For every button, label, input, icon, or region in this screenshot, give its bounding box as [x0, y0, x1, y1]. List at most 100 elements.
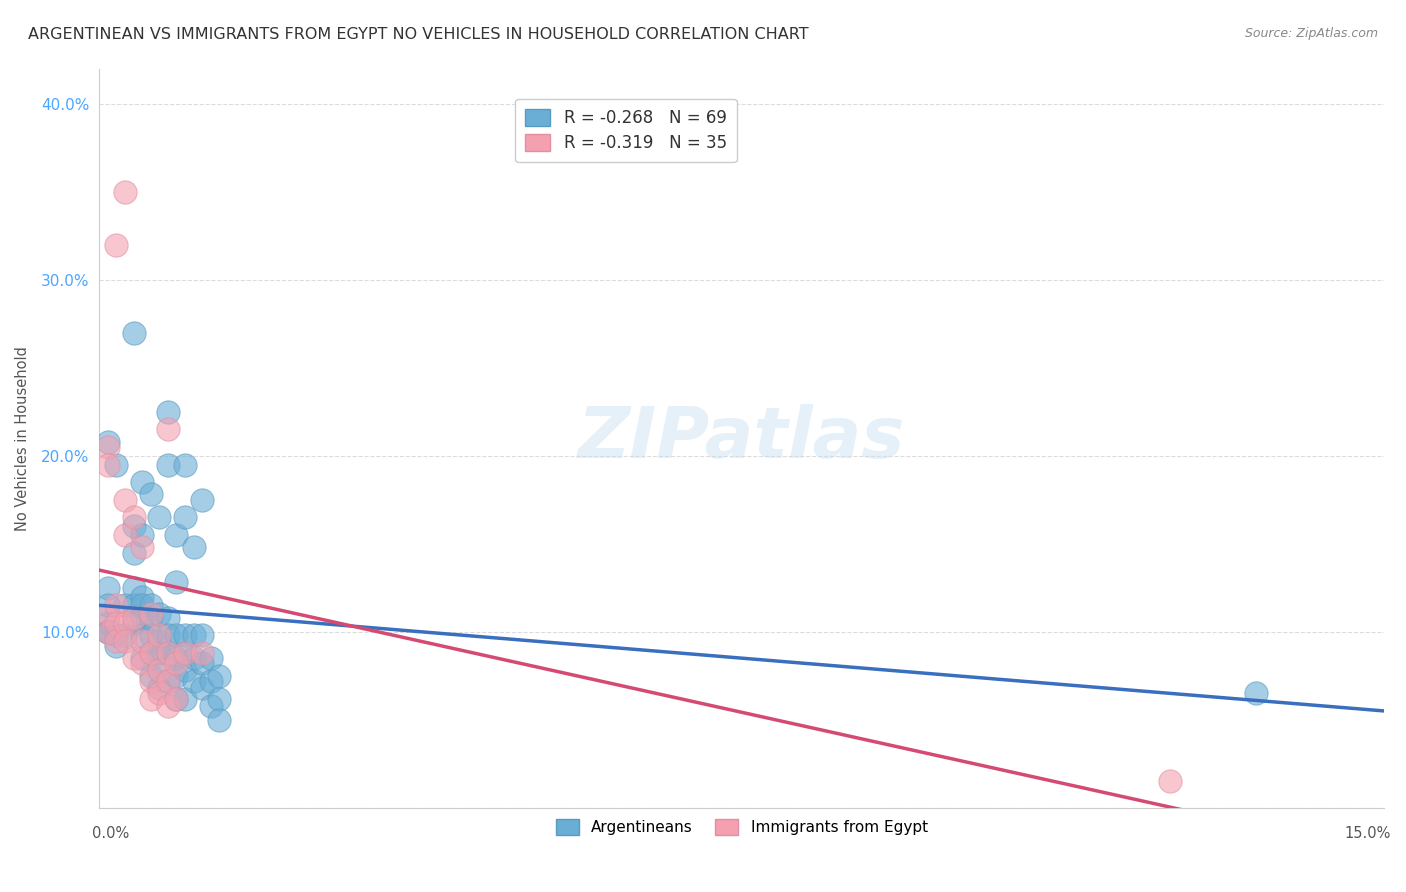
Point — [131, 657, 153, 671]
Point — [148, 646, 170, 660]
Point — [208, 691, 231, 706]
Point — [165, 691, 187, 706]
Point — [183, 651, 205, 665]
Point — [156, 458, 179, 472]
Point — [139, 599, 162, 613]
Point — [148, 664, 170, 678]
Point — [156, 673, 179, 688]
Point — [114, 633, 136, 648]
Point — [139, 646, 162, 660]
Point — [105, 639, 128, 653]
Point — [139, 669, 162, 683]
Point — [97, 458, 120, 472]
Point — [114, 599, 136, 613]
Point — [114, 492, 136, 507]
Point — [148, 686, 170, 700]
Point — [131, 599, 153, 613]
Point — [122, 599, 145, 613]
Point — [114, 628, 136, 642]
Point — [174, 691, 197, 706]
Point — [174, 646, 197, 660]
Point — [97, 624, 120, 639]
Point — [191, 681, 214, 695]
Point — [200, 673, 222, 688]
Point — [191, 628, 214, 642]
Point — [114, 528, 136, 542]
Point — [174, 664, 197, 678]
Point — [148, 681, 170, 695]
Point — [122, 545, 145, 559]
Y-axis label: No Vehicles in Household: No Vehicles in Household — [15, 346, 30, 531]
Point — [200, 651, 222, 665]
Point — [97, 607, 120, 621]
Point — [165, 669, 187, 683]
Point — [97, 624, 120, 639]
Point — [114, 185, 136, 199]
Text: 15.0%: 15.0% — [1344, 826, 1391, 841]
Point — [131, 651, 153, 665]
Point — [174, 458, 197, 472]
Point — [114, 615, 136, 630]
Point — [131, 528, 153, 542]
Text: ZIPatlas: ZIPatlas — [578, 404, 905, 473]
Point — [105, 628, 128, 642]
Point — [1244, 686, 1267, 700]
Point — [131, 541, 153, 555]
Point — [97, 434, 120, 449]
Point — [122, 651, 145, 665]
Point — [156, 610, 179, 624]
Point — [156, 646, 179, 660]
Point — [105, 458, 128, 472]
Point — [139, 691, 162, 706]
Point — [148, 633, 170, 648]
Point — [1159, 774, 1181, 789]
Point — [131, 610, 153, 624]
Point — [122, 615, 145, 630]
Point — [122, 610, 145, 624]
Point — [191, 492, 214, 507]
Point — [105, 633, 128, 648]
Point — [156, 628, 179, 642]
Point — [139, 628, 162, 642]
Point — [174, 510, 197, 524]
Text: Source: ZipAtlas.com: Source: ZipAtlas.com — [1244, 27, 1378, 40]
Text: 0.0%: 0.0% — [93, 826, 129, 841]
Point — [208, 713, 231, 727]
Legend: Argentineans, Immigrants from Egypt: Argentineans, Immigrants from Egypt — [547, 810, 936, 845]
Point — [191, 646, 214, 660]
Point — [183, 628, 205, 642]
Point — [105, 237, 128, 252]
Point — [148, 510, 170, 524]
Point — [139, 610, 162, 624]
Point — [156, 698, 179, 713]
Point — [131, 475, 153, 490]
Point — [131, 633, 153, 648]
Point — [148, 664, 170, 678]
Point — [139, 673, 162, 688]
Point — [148, 607, 170, 621]
Point — [165, 628, 187, 642]
Point — [139, 487, 162, 501]
Point — [97, 599, 120, 613]
Point — [105, 599, 128, 613]
Point — [97, 440, 120, 454]
Point — [208, 669, 231, 683]
Point — [122, 326, 145, 340]
Point — [97, 615, 120, 630]
Point — [139, 607, 162, 621]
Point — [97, 581, 120, 595]
Point — [139, 646, 162, 660]
Point — [156, 405, 179, 419]
Point — [105, 615, 128, 630]
Point — [174, 646, 197, 660]
Text: ARGENTINEAN VS IMMIGRANTS FROM EGYPT NO VEHICLES IN HOUSEHOLD CORRELATION CHART: ARGENTINEAN VS IMMIGRANTS FROM EGYPT NO … — [28, 27, 808, 42]
Point — [131, 590, 153, 604]
Point — [165, 528, 187, 542]
Point — [122, 510, 145, 524]
Point — [183, 673, 205, 688]
Point — [156, 422, 179, 436]
Point — [191, 657, 214, 671]
Point — [156, 646, 179, 660]
Point — [200, 698, 222, 713]
Point — [156, 673, 179, 688]
